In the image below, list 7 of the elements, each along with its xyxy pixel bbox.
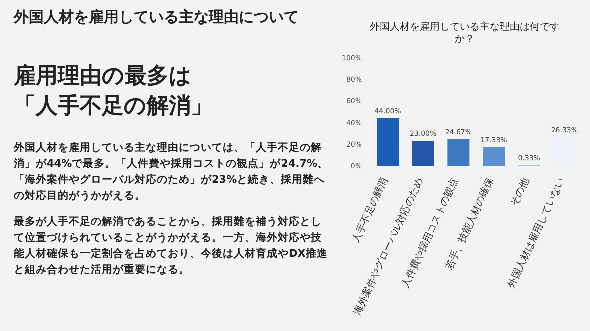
text: 最多が人手不足の解消であることから、採用難を補う対応として位置づけられていることがうかがえる。一方、海外対応や技能人材確保も一定割合を占めており、今後は人材育成やDX推進と組み合わせた活用が重要になる。: [14, 214, 329, 278]
text: 外国人材を雇用している主な理由について: [14, 8, 299, 27]
x-tick-label: その他: [508, 176, 532, 208]
text: 外国人材を雇用している主な理由については、「人手不足の解消」が44%で最多。「人件費や採用コストの観点」が24.7%、「海外案件やグローバル対応のため」が23%と続き、採用難への対応目的がうかがえる。: [14, 140, 330, 204]
text: 雇用理由の最多は: [14, 62, 192, 91]
text: 「人手不足の解消」: [14, 93, 213, 121]
chart-subtitle: 外国人材を雇用している主な理由は何ですか？: [369, 22, 561, 46]
